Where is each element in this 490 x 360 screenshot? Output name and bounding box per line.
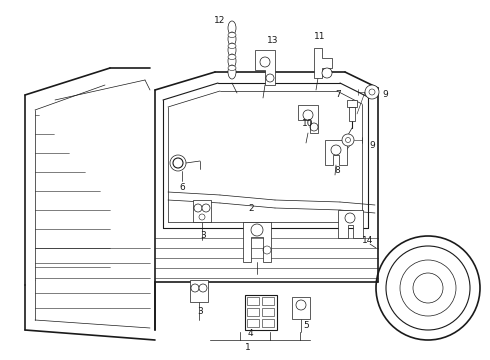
Text: 3: 3 [197,307,203,316]
Polygon shape [338,210,363,238]
Bar [349,107,355,121]
Polygon shape [292,297,310,319]
Text: 5: 5 [303,320,309,329]
Polygon shape [255,50,275,85]
Circle shape [251,224,263,236]
Text: 13: 13 [267,36,279,45]
Circle shape [260,57,270,67]
Ellipse shape [228,43,236,57]
Circle shape [202,204,210,212]
Circle shape [199,284,207,292]
Ellipse shape [228,65,236,79]
Ellipse shape [228,32,236,37]
Polygon shape [243,222,271,262]
Bar [347,100,357,107]
Ellipse shape [228,44,236,49]
Circle shape [345,138,350,143]
Text: 7: 7 [335,90,341,99]
Circle shape [303,110,313,120]
Text: 6: 6 [179,183,185,192]
Circle shape [365,85,379,99]
Circle shape [345,213,355,223]
Text: 3: 3 [200,230,206,239]
Circle shape [413,273,443,303]
Text: 1: 1 [245,343,251,352]
Text: 11: 11 [314,32,326,41]
Bar [247,319,259,327]
Text: 2: 2 [248,203,254,212]
Circle shape [322,68,332,78]
Bar [262,297,274,305]
Text: 9: 9 [369,140,375,149]
Circle shape [296,300,306,310]
Bar [247,297,259,305]
Bar [247,308,259,316]
Circle shape [194,204,202,212]
Text: 8: 8 [334,166,340,175]
Circle shape [369,89,375,95]
Polygon shape [190,280,208,302]
Bar [262,319,274,327]
Polygon shape [314,48,332,78]
Polygon shape [325,140,347,165]
Circle shape [331,145,341,155]
Ellipse shape [228,32,236,46]
Text: 4: 4 [247,328,253,338]
Ellipse shape [228,54,236,59]
Circle shape [342,134,354,146]
Circle shape [173,158,183,168]
Text: 9: 9 [382,90,388,99]
Polygon shape [193,200,211,222]
Bar [262,308,274,316]
Bar [245,295,277,330]
Circle shape [191,284,199,292]
Ellipse shape [228,66,236,71]
Text: 14: 14 [362,235,374,244]
Ellipse shape [228,54,236,68]
Polygon shape [298,105,318,133]
Text: 12: 12 [214,15,226,24]
Text: 10: 10 [302,118,314,127]
Ellipse shape [228,21,236,35]
